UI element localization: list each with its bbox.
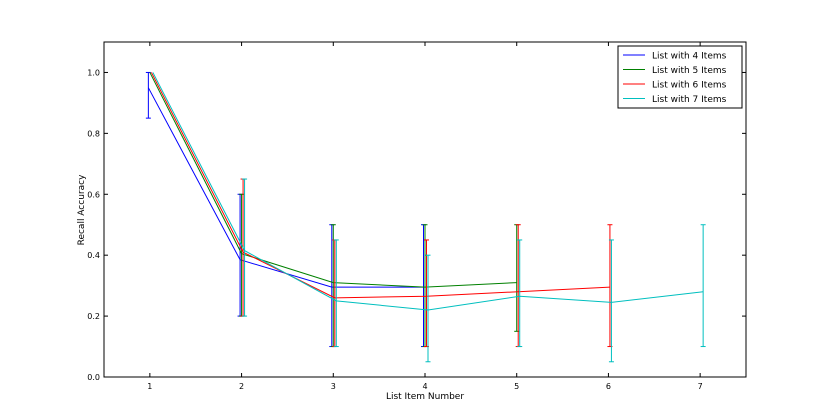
x-tick-label: 3 xyxy=(331,382,336,391)
series-4 xyxy=(152,72,706,363)
y-tick-label: 0.6 xyxy=(87,190,100,199)
y-tick-label: 0.8 xyxy=(87,129,100,138)
legend: List with 4 Items List with 5 Items List w… xyxy=(617,45,743,109)
x-tick-label: 6 xyxy=(606,382,611,391)
x-axis-label: List Item Number xyxy=(386,392,464,402)
x-tick-label: 1 xyxy=(147,382,152,391)
series-line xyxy=(152,72,704,311)
y-tick-label: 1.0 xyxy=(87,68,100,77)
y-axis-label: Recall Accuracy xyxy=(77,174,87,245)
y-tick-label: 0.0 xyxy=(87,373,100,382)
tick-layer: 1 2 3 4 5 6 7 0.0 0.2 0.4 0.6 0.8 1.0 xyxy=(87,42,746,391)
legend-label: List with 7 Items xyxy=(652,95,727,105)
legend-label: List with 5 Items xyxy=(652,66,727,76)
y-tick-label: 0.2 xyxy=(87,312,100,321)
legend-label: List with 6 Items xyxy=(652,81,727,91)
x-tick-label: 2 xyxy=(239,382,244,391)
legend-label: List with 4 Items xyxy=(652,52,727,62)
series-line xyxy=(150,72,610,299)
series-layer xyxy=(145,71,706,363)
legend-box xyxy=(617,45,743,109)
x-tick-label: 7 xyxy=(698,382,703,391)
series-line xyxy=(149,72,517,288)
x-tick-label: 4 xyxy=(422,382,427,391)
y-tick-label: 0.4 xyxy=(87,251,100,260)
x-tick-label: 5 xyxy=(514,382,519,391)
